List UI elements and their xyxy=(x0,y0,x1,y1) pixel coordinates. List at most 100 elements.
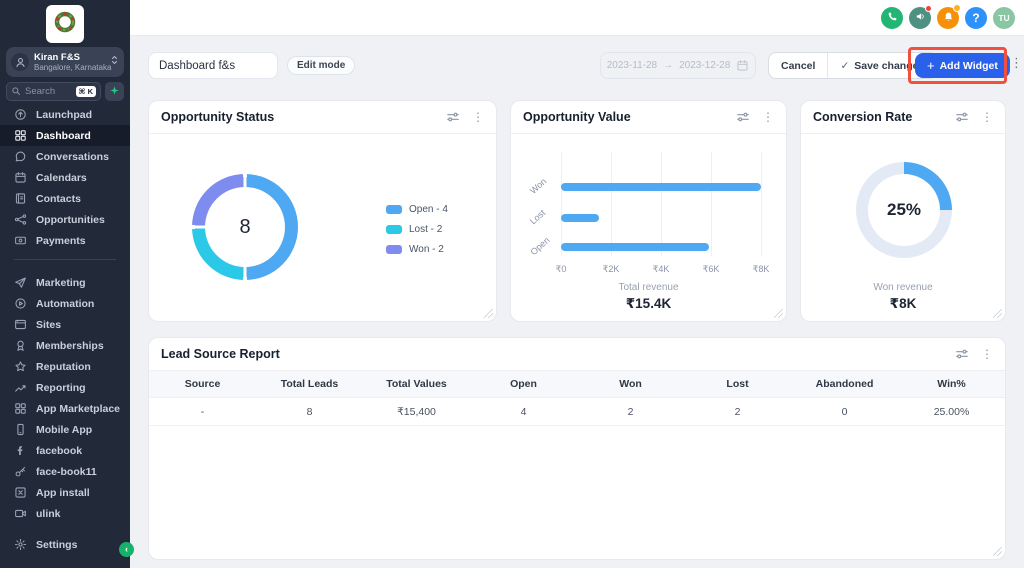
ai-assistant-button[interactable] xyxy=(105,82,124,101)
reputation-icon xyxy=(14,360,27,373)
bar-open xyxy=(561,243,709,251)
x-axis-tick-label: ₹6K xyxy=(702,264,720,274)
table-column-header[interactable]: Total Leads xyxy=(280,378,339,390)
save-changes-button[interactable]: ✓ Save changes xyxy=(828,53,936,78)
megaphone-icon xyxy=(915,10,926,25)
won-revenue-value: ₹8K xyxy=(889,296,917,311)
cancel-button[interactable]: Cancel xyxy=(769,53,827,78)
account-location: Bangalore, Karnataka xyxy=(34,63,112,72)
sidebar-item-label: Sites xyxy=(36,318,62,331)
dashboard-name-input[interactable] xyxy=(148,52,278,79)
sidebar-item-label: Reporting xyxy=(36,381,86,394)
table-row[interactable]: - 8 ₹15,400 4 2 2 0 25.00% xyxy=(149,398,1005,426)
sidebar-item-app-marketplace[interactable]: App Marketplace xyxy=(0,398,130,419)
search-placeholder: Search xyxy=(25,86,56,97)
widget-kebab-menu[interactable]: ⋮ xyxy=(762,110,774,124)
bell-icon xyxy=(943,10,954,25)
sidebar-item-settings[interactable]: Settings xyxy=(0,534,130,555)
agency-logo[interactable] xyxy=(46,5,84,43)
conversion-rate-donut-chart: 25% xyxy=(856,162,952,258)
notifications-button[interactable] xyxy=(937,3,961,29)
widget-settings-icon[interactable] xyxy=(955,347,969,361)
widget-kebab-menu[interactable]: ⋮ xyxy=(981,347,993,361)
plus-icon: + xyxy=(927,58,935,73)
resize-handle[interactable] xyxy=(993,547,1002,556)
sidebar-item-memberships[interactable]: Memberships xyxy=(0,335,130,356)
sidebar-item-face-book11[interactable]: face-book11 xyxy=(0,461,130,482)
toolbar-kebab-menu[interactable]: ⋮ xyxy=(1010,55,1023,70)
sidebar-item-sites[interactable]: Sites xyxy=(0,314,130,335)
sidebar-item-contacts[interactable]: Contacts xyxy=(0,188,130,209)
legend-label: Won - 2 xyxy=(409,244,444,255)
table-column-header[interactable]: Total Values xyxy=(386,378,447,390)
user-avatar[interactable]: TU xyxy=(993,6,1015,29)
table-cell: ₹15,400 xyxy=(397,405,436,418)
table-cell: 2 xyxy=(627,405,634,418)
sidebar-item-marketing[interactable]: Marketing xyxy=(0,272,130,293)
sidebar-item-conversations[interactable]: Conversations xyxy=(0,146,130,167)
date-start: 2023-11-28 xyxy=(606,60,658,71)
gridline xyxy=(611,152,612,256)
widget-kebab-menu[interactable]: ⋮ xyxy=(981,110,993,124)
search-input[interactable]: Search ⌘ K xyxy=(6,82,101,101)
search-icon xyxy=(11,83,21,101)
table-column-header[interactable]: Source xyxy=(184,378,221,390)
y-axis-category-label: Lost xyxy=(527,207,548,227)
lead-source-report-card: Lead Source Report ⋮ Source Total Leads To… xyxy=(148,337,1006,560)
sidebar-item-facebook[interactable]: facebook xyxy=(0,440,130,461)
main-content: Edit mode 2023-11-28 → 2023-12-28 Cancel… xyxy=(130,36,1024,568)
sidebar-item-ulink[interactable]: ulink xyxy=(0,503,130,524)
table-column-header[interactable]: Abandoned xyxy=(815,378,874,390)
sidebar-item-dashboard[interactable]: Dashboard xyxy=(0,125,130,146)
sidebar-menu-settings: Settings xyxy=(0,534,130,555)
question-mark-icon: ? xyxy=(972,10,980,25)
phone-button[interactable] xyxy=(881,6,903,29)
sidebar-item-payments[interactable]: Payments xyxy=(0,230,130,251)
resize-handle[interactable] xyxy=(774,309,783,318)
legend-item: Open - 4 xyxy=(386,204,448,215)
sidebar-item-launchpad[interactable]: Launchpad xyxy=(0,104,130,125)
chart-legend: Open - 4 Lost - 2 Won - 2 xyxy=(386,204,448,255)
table-cell: - xyxy=(200,405,205,418)
conversion-rate-card: Conversion Rate ⋮ 25% Won revenue ₹8K xyxy=(800,100,1006,322)
table-column-header[interactable]: Open xyxy=(510,378,537,390)
announcements-button[interactable] xyxy=(909,4,932,29)
reporting-icon xyxy=(14,381,27,394)
account-name: Kiran F&S xyxy=(34,52,80,63)
resize-handle[interactable] xyxy=(993,309,1002,318)
total-revenue-value: ₹15.4K xyxy=(625,296,672,311)
widget-kebab-menu[interactable]: ⋮ xyxy=(472,110,484,124)
sidebar-item-label: Settings xyxy=(36,538,78,551)
sidebar-item-app-install[interactable]: App install xyxy=(0,482,130,503)
sidebar-item-mobile-app[interactable]: Mobile App xyxy=(0,419,130,440)
bar-won xyxy=(561,183,761,191)
sidebar-item-opportunities[interactable]: Opportunities xyxy=(0,209,130,230)
table-column-header[interactable]: Win% xyxy=(937,378,966,390)
legend-swatch xyxy=(386,245,402,254)
legend-swatch xyxy=(386,225,402,234)
edit-mode-badge: Edit mode xyxy=(287,56,356,75)
help-button[interactable]: ? xyxy=(965,6,987,29)
sidebar-divider xyxy=(14,259,116,260)
widget-settings-icon[interactable] xyxy=(446,110,460,124)
widget-settings-icon[interactable] xyxy=(736,110,750,124)
arrow-right-icon: → xyxy=(663,60,674,71)
gridline xyxy=(661,152,662,256)
account-switcher[interactable]: Kiran F&S Bangalore, Karnataka xyxy=(6,47,124,77)
topbar: ? TU xyxy=(130,0,1024,36)
sidebar-item-reputation[interactable]: Reputation xyxy=(0,356,130,377)
sidebar-item-calendars[interactable]: Calendars xyxy=(0,167,130,188)
sidebar-collapse-button[interactable]: ‹ xyxy=(119,542,134,557)
sidebar-item-label: Conversations xyxy=(36,150,109,163)
sidebar-menu-top: Launchpad Dashboard Conversations Calendars… xyxy=(0,104,130,251)
sidebar-item-reporting[interactable]: Reporting xyxy=(0,377,130,398)
table-column-header[interactable]: Lost xyxy=(726,378,749,390)
add-widget-button[interactable]: + Add Widget xyxy=(915,53,1010,78)
resize-handle[interactable] xyxy=(484,309,493,318)
legend-item: Won - 2 xyxy=(386,244,448,255)
widget-settings-icon[interactable] xyxy=(955,110,969,124)
table-column-header[interactable]: Won xyxy=(619,378,642,390)
date-range-picker[interactable]: 2023-11-28 → 2023-12-28 xyxy=(600,52,756,79)
sidebar-item-automation[interactable]: Automation xyxy=(0,293,130,314)
sidebar-item-label: Memberships xyxy=(36,339,104,352)
